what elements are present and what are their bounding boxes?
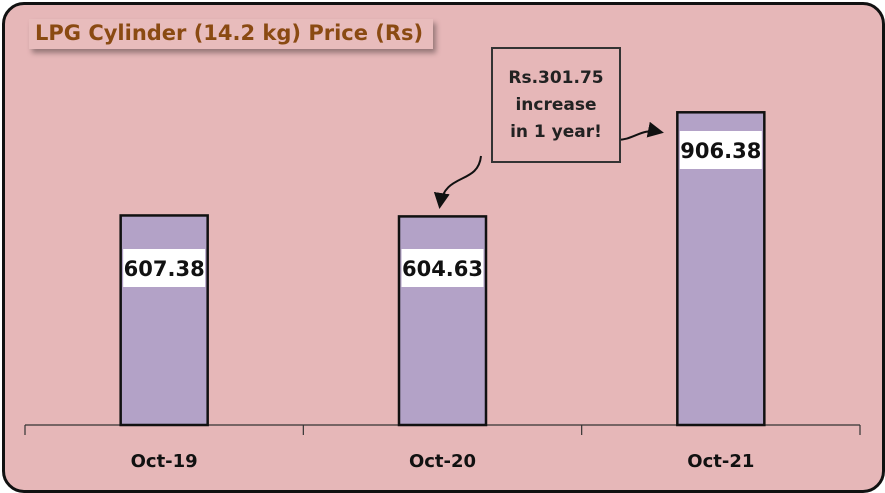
annotation-line: increase — [515, 94, 597, 115]
annotation-line: Rs.301.75 — [508, 67, 604, 88]
bar — [397, 215, 488, 427]
annotation-line: in 1 year! — [510, 121, 602, 142]
data-label: 604.63 — [402, 257, 483, 281]
category-label: Oct-21 — [687, 451, 754, 472]
category-label: Oct-19 — [131, 451, 198, 472]
arrow-to-oct-21 — [615, 121, 664, 141]
data-label: 607.38 — [124, 257, 205, 281]
data-label-box — [679, 131, 762, 169]
data-label: 906.38 — [680, 139, 761, 163]
category-label: Oct-20 — [409, 451, 476, 472]
data-label-box — [123, 249, 206, 287]
annotation-box: Rs.301.75 increase in 1 year! — [491, 47, 621, 163]
bar — [119, 214, 209, 427]
chart-title: LPG Cylinder (14.2 kg) Price (Rs) — [29, 19, 434, 49]
bar-chart: 607.38 Oct-19 604.63 Oct-20 906.38 Oct-21 — [24, 111, 861, 472]
data-label-box — [401, 249, 484, 287]
arrow-to-oct-20 — [433, 155, 482, 209]
